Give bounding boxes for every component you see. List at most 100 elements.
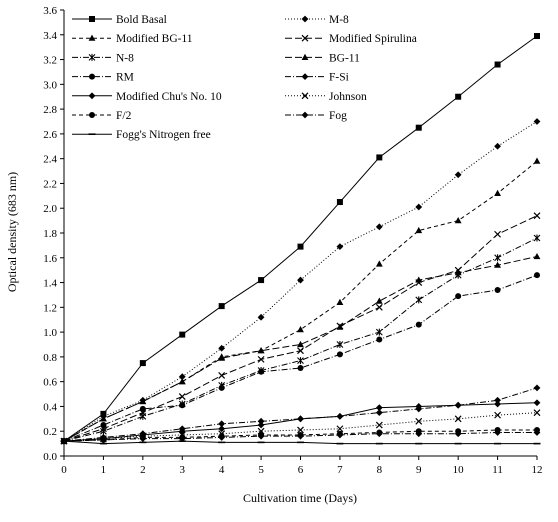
legend-label: Modified BG-11 [116, 33, 193, 45]
series-modified-spirulina-point-marker [297, 347, 304, 355]
series-modified-spirulina-point-marker [257, 355, 265, 363]
legend-label: RM [116, 72, 134, 84]
y-tick-label: 2.4 [43, 154, 57, 166]
x-axis-title: Cultivation time (Days) [243, 491, 357, 505]
y-tick-label: 0.8 [43, 352, 57, 364]
legend-item-bg-11: BG-11 [285, 52, 360, 64]
y-tick-label: 0.2 [43, 426, 57, 438]
series-group [60, 33, 541, 445]
legend-label: Fogg's Nitrogen free [116, 129, 211, 141]
y-tick-label: 3.4 [43, 30, 57, 42]
legend-symbol-marker [88, 53, 96, 61]
legend-symbol-marker [88, 34, 96, 41]
series-m-8-point-marker [257, 313, 265, 321]
series-johnson-point-marker [494, 411, 502, 419]
legend-label: F-Si [329, 72, 349, 84]
series-bold-basal-point-marker [218, 303, 225, 310]
series-modified-bg-11-line [63, 160, 538, 442]
series-fog-point-marker [375, 430, 383, 438]
legend-label: BG-11 [329, 52, 360, 64]
series-m-8-point-marker [494, 142, 501, 150]
series-modified-chu-s-no-10-point-marker [336, 412, 344, 420]
series-m-8-point-marker [178, 373, 186, 381]
series-modified-spirulina-point-marker [178, 393, 186, 400]
series-f-si-point-marker [218, 420, 226, 428]
legend-item-f-si: F-Si [285, 72, 349, 84]
series-m-8-point-marker [533, 118, 541, 125]
series-n-8-line [63, 237, 538, 442]
series-bold-basal-point-marker [336, 199, 343, 206]
series-f-si-point-marker [533, 384, 541, 392]
series-bold-basal-point-marker [179, 331, 186, 338]
series-rm-point-marker [336, 351, 343, 358]
series-bg-11-point-marker [218, 354, 226, 361]
series-n-8-point-marker [139, 412, 147, 420]
series-modified-spirulina-point-marker [375, 303, 383, 311]
x-tick-label: 11 [492, 464, 503, 476]
series-fog-point-marker [257, 432, 265, 440]
y-tick-label: 1.0 [43, 327, 57, 339]
legend-symbol-marker [301, 15, 309, 23]
y-tick-label: 0.6 [43, 377, 57, 389]
y-tick-label: 3.2 [43, 55, 57, 67]
x-tick-label: 2 [140, 464, 146, 476]
legend-symbol-marker [301, 92, 309, 100]
legend-item-fog: Fog [285, 110, 347, 122]
series-modified-spirulina-point-marker [218, 372, 226, 379]
series-bold-basal-point-marker [455, 93, 462, 100]
legend-item-fogg-s-nitrogen-free: Fogg's Nitrogen free [72, 129, 211, 141]
series-fog-point-marker [297, 432, 304, 440]
y-tick-label: 3.6 [43, 5, 57, 17]
series-m-8 [60, 118, 541, 445]
series-modified-bg-11-point-marker [454, 217, 462, 224]
series-modified-bg-11-point-marker [375, 260, 383, 267]
series-fog-point-marker [454, 430, 462, 438]
series-fog-point-marker [415, 430, 423, 438]
series-modified-spirulina-point-marker [533, 212, 541, 220]
series-fog-point-marker [533, 429, 541, 436]
axes: 0.0 0.2 0.4 0.6 0.8 1.0 1.2 1.4 1.6 1.8 2.0 2.2 2.4 2… [43, 5, 542, 476]
series-bold-basal-point-marker [494, 61, 501, 68]
series-fog-point-marker [100, 436, 107, 444]
legend-label: Modified Spirulina [329, 33, 417, 45]
x-tick-label: 6 [298, 464, 304, 476]
series-fog [60, 429, 541, 445]
series-n-8-point-marker [415, 296, 423, 304]
series-bg-11-point-marker [139, 397, 147, 405]
legend-label: F/2 [116, 110, 132, 122]
series-modified-bg-11-point-marker [494, 189, 501, 196]
series-bg-11-point-marker [100, 415, 107, 422]
x-tick-label: 4 [219, 464, 225, 476]
series-modified-bg-11-point-marker [297, 326, 304, 333]
legend-symbol-marker [301, 34, 309, 42]
series-f-si-point-marker [257, 417, 265, 425]
series-n-8-point-marker [336, 341, 344, 348]
series-n-8-point-marker [533, 234, 541, 242]
series-f-si-point-marker [375, 409, 383, 417]
series-modified-chu-s-no-10-point-marker [375, 404, 383, 412]
series-rm-point-marker [179, 402, 186, 409]
series-rm-point-marker [218, 384, 225, 391]
series-fog-point-marker [336, 431, 344, 439]
series-bold-basal-point-marker [376, 154, 383, 161]
series-f-si-point-marker [494, 396, 501, 404]
series-johnson-point-marker [533, 409, 541, 417]
series-bg-11-point-marker [297, 340, 304, 348]
series-bold-basal-point-marker [534, 33, 540, 40]
y-axis-title: Optical density (683 nm) [5, 172, 19, 292]
series-bold-basal-point-marker [258, 277, 265, 284]
series-rm-point-marker [494, 286, 501, 293]
legend-item-rm: RM [72, 72, 134, 84]
x-tick-label: 7 [337, 464, 343, 476]
series-modified-chu-s-no-10-point-marker [178, 427, 186, 435]
legend: Bold Basal M-8 Modified BG-11 Modified Spir… [72, 14, 417, 141]
legend-symbol-marker [301, 73, 309, 80]
series-rm [61, 272, 540, 445]
y-tick-label: 1.2 [43, 302, 57, 314]
y-tick-label: 3.0 [43, 79, 57, 91]
legend-symbol-marker [301, 111, 309, 119]
series-rm-point-marker [455, 293, 462, 300]
series-modified-chu-s-no-10-point-marker [257, 421, 265, 429]
y-tick-label: 1.4 [43, 278, 57, 290]
